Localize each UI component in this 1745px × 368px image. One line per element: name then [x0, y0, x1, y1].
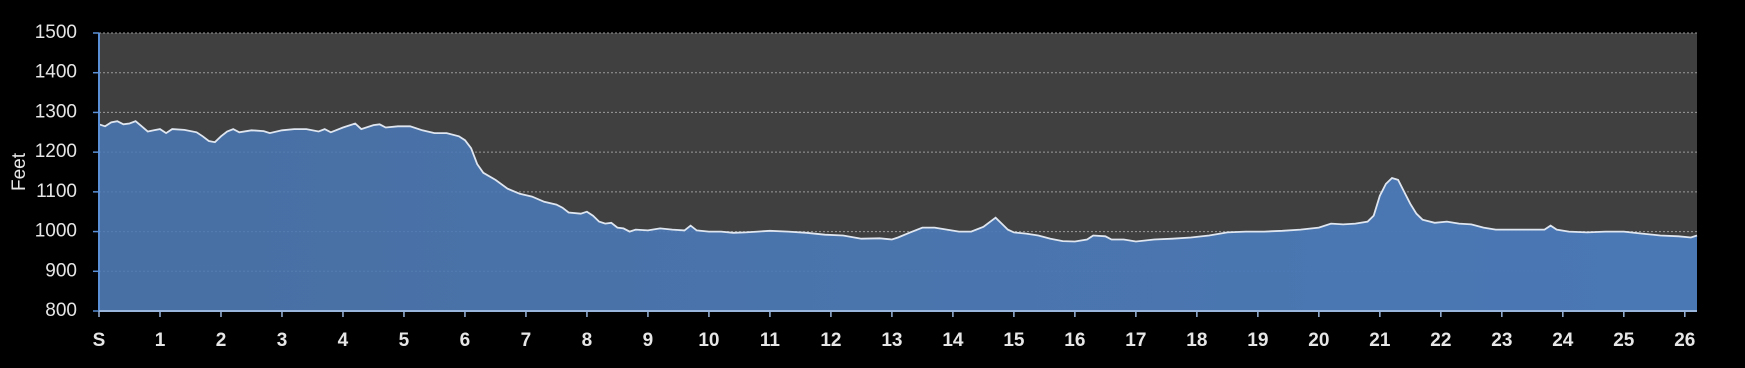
x-tick-label: 15 [1003, 330, 1025, 351]
y-tick-label: 1300 [35, 101, 77, 122]
y-tick-label: 1100 [36, 181, 77, 202]
x-tick-label: 26 [1674, 330, 1695, 351]
x-tick-label: 17 [1125, 330, 1146, 351]
y-tick-label: 1200 [35, 141, 77, 162]
x-tick-label: 12 [820, 330, 841, 351]
y-tick-label: 1500 [35, 22, 77, 43]
x-tick-label: 1 [155, 330, 166, 351]
x-tick-label: 5 [399, 330, 410, 351]
x-tick-label: 2 [216, 330, 227, 351]
x-tick-label: 23 [1491, 330, 1512, 351]
x-tick-label: 14 [942, 330, 964, 351]
x-tick-label: 25 [1613, 330, 1635, 351]
x-tick-label: 21 [1369, 330, 1391, 351]
x-tick-label: 9 [643, 330, 654, 351]
x-tick-label: 10 [698, 330, 719, 351]
x-tick-label: 11 [760, 330, 781, 351]
x-tick-label: 19 [1247, 330, 1268, 351]
y-tick-label: 900 [45, 260, 77, 281]
area-fill [99, 121, 1697, 311]
x-tick-label: 22 [1430, 330, 1451, 351]
x-tick-label: 16 [1064, 330, 1085, 351]
elevation-line [98, 120, 1698, 243]
x-tick-label: 6 [460, 330, 471, 351]
x-tick-label: 18 [1186, 330, 1207, 351]
y-tick-label: 1000 [35, 221, 77, 242]
x-tick-label: 24 [1552, 330, 1574, 351]
y-tick-label: 800 [45, 300, 77, 321]
x-tick-label: 13 [881, 330, 902, 351]
x-tick-label: 4 [338, 330, 349, 351]
x-tick-label: 20 [1308, 330, 1329, 351]
x-tick-label: 7 [521, 330, 532, 351]
x-tick-label: 3 [277, 330, 288, 351]
x-tick-label: S [93, 330, 106, 351]
x-tick-label: 8 [582, 330, 593, 351]
y-axis-label: Feet [9, 152, 30, 191]
y-tick-label: 1400 [35, 62, 77, 83]
